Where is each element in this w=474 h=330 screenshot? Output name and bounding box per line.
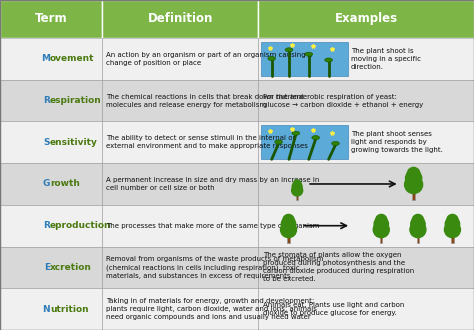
Text: ensitivity: ensitivity [50,138,98,147]
Text: Term: Term [35,13,67,25]
Circle shape [281,222,297,238]
Ellipse shape [285,48,293,52]
Circle shape [406,170,422,186]
Bar [0,121,102,163]
Text: R: R [43,221,50,230]
Ellipse shape [275,140,283,144]
Text: ovement: ovement [50,54,94,63]
Bar [287,235,290,243]
Text: G: G [43,180,50,188]
Text: espiration: espiration [50,96,102,105]
Bar [102,38,258,80]
Text: rowth: rowth [50,180,80,188]
Ellipse shape [312,136,319,140]
Text: Examples: Examples [335,13,398,25]
Circle shape [282,217,296,231]
Text: The stomata of plants allow the oxygen
produced during photosynthesis and the
ca: The stomata of plants allow the oxygen p… [264,252,415,282]
Bar [258,163,474,205]
Bar [258,121,474,163]
Bar [0,38,102,80]
Bar [102,80,258,121]
Ellipse shape [325,58,332,62]
Text: xcretion: xcretion [50,263,92,272]
Ellipse shape [305,52,313,56]
Text: M: M [41,54,50,63]
Bar [0,247,102,288]
Circle shape [292,182,302,192]
Bar [102,205,258,247]
Bar [102,121,258,163]
Ellipse shape [332,141,339,146]
Bar [261,42,347,76]
Text: The ability to detect or sense stimuli in the internal or
external environment a: The ability to detect or sense stimuli i… [106,135,308,149]
Text: R: R [43,96,50,105]
Circle shape [283,214,294,226]
Text: S: S [44,138,50,147]
Circle shape [411,217,425,231]
Text: Removal from organisms of the waste products of metabolism
(chemical reactions i: Removal from organisms of the waste prod… [106,256,323,279]
Bar [0,288,102,330]
Text: N: N [42,305,50,314]
Bar [102,0,258,38]
Circle shape [373,222,389,238]
Bar [261,125,347,159]
Bar [412,191,415,200]
Bar [102,163,258,205]
Text: Definition: Definition [147,13,213,25]
Text: The plant shoot senses
light and responds by
growing towards the light.: The plant shoot senses light and respond… [351,131,442,153]
Text: The processes that make more of the same type of organism: The processes that make more of the same… [106,223,319,229]
Bar [296,194,298,200]
Text: A permanent increase in size and dry mass by an increase in
cell number or cell : A permanent increase in size and dry mas… [106,177,319,191]
Text: The chemical reactions in cells that break down nutrient
molecules and release e: The chemical reactions in cells that bre… [106,93,304,108]
Circle shape [410,222,426,238]
Circle shape [292,185,303,196]
Circle shape [445,217,460,231]
Bar [258,247,474,288]
Bar [258,80,474,121]
Bar [0,0,102,38]
Circle shape [445,222,460,238]
Bar [380,235,383,243]
Text: Taking in of materials for energy, growth and development;
plants require light,: Taking in of materials for energy, growt… [106,298,317,320]
Bar [258,38,474,80]
Text: For the anaerobic respiration of yeast:
glucose → carbon dioxide + ethanol + ene: For the anaerobic respiration of yeast: … [264,93,424,108]
Bar [417,235,419,243]
Circle shape [293,180,301,188]
Circle shape [407,167,420,180]
Circle shape [376,214,387,226]
Circle shape [374,217,389,231]
Text: An action by an organism or part of an organism causing a
change of position or : An action by an organism or part of an o… [106,52,312,66]
Bar [258,205,474,247]
Text: utrition: utrition [50,305,89,314]
Text: The plant shoot is
moving in a specific
direction.: The plant shoot is moving in a specific … [351,48,420,70]
Text: E: E [44,263,50,272]
Circle shape [447,214,458,226]
Bar [258,288,474,330]
Bar [258,0,474,38]
Ellipse shape [292,131,300,135]
Ellipse shape [268,56,275,61]
Bar [0,80,102,121]
Bar [102,288,258,330]
Bar [0,205,102,247]
Text: Animals eat. Plants use light and carbon
dioxide to produce glucose for energy.: Animals eat. Plants use light and carbon… [264,302,405,316]
Text: eproduction: eproduction [50,221,111,230]
Circle shape [405,176,423,193]
Bar [451,235,454,243]
Bar [102,247,258,288]
Bar [0,163,102,205]
Circle shape [412,214,424,226]
